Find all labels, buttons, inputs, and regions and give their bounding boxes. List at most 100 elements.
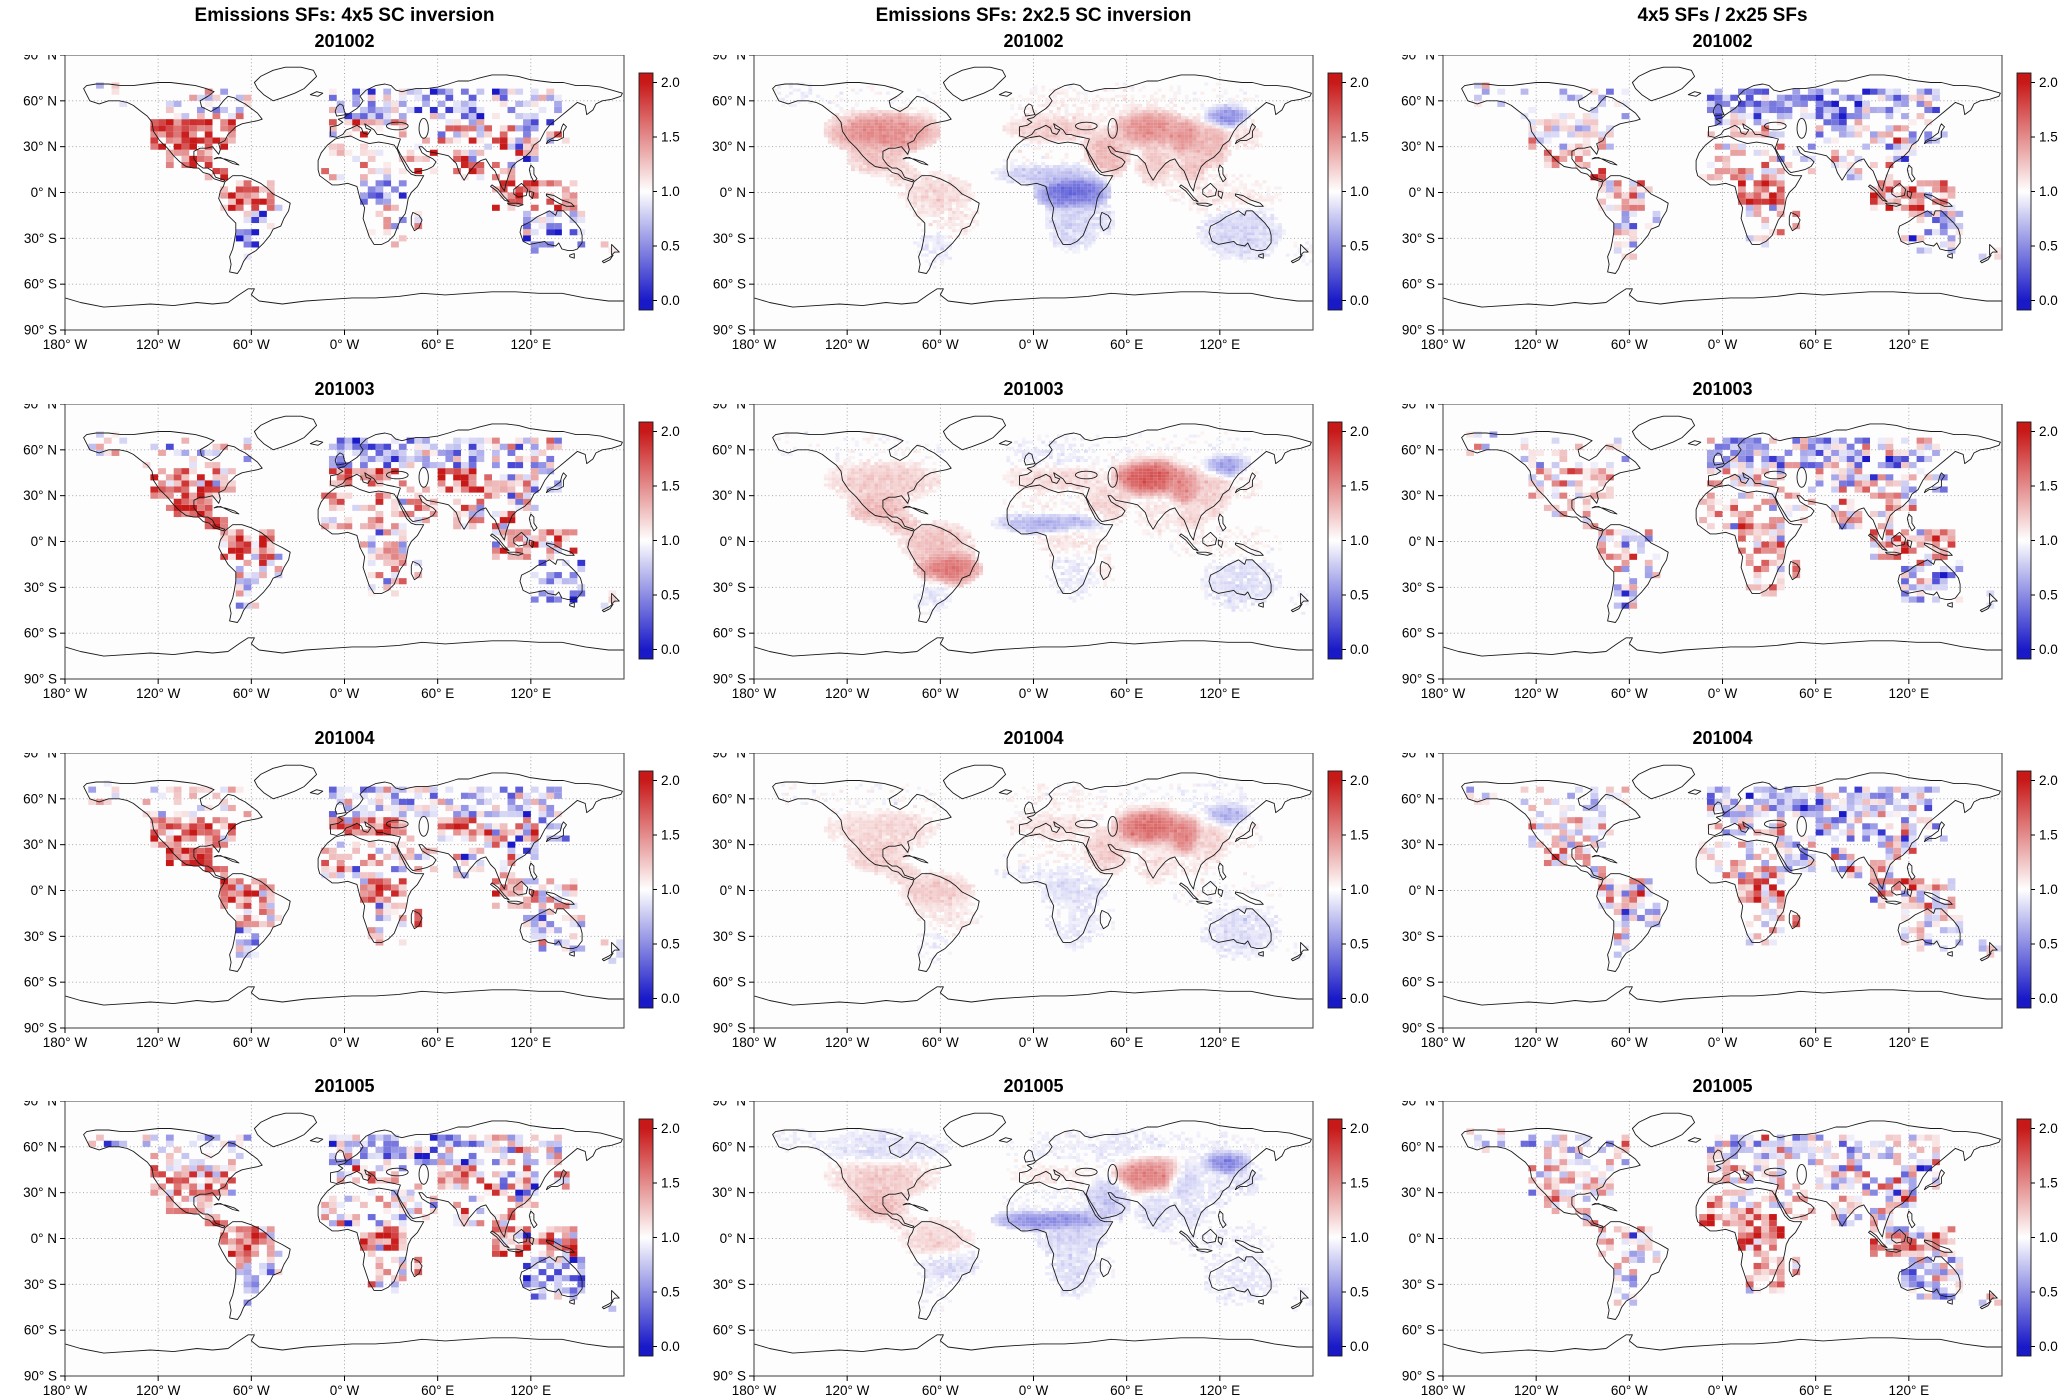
lat-tick-label: 90° N [1401, 55, 1435, 63]
colorbar-tick-label: 0.0 [2039, 642, 2058, 657]
lat-tick-label: 30° N [23, 488, 57, 503]
lat-tick-label: 60° S [713, 1323, 746, 1338]
lat-tick-label: 90° N [1401, 1101, 1435, 1109]
lon-tick-label: 60° W [233, 1383, 270, 1395]
coastlines [753, 764, 1313, 1006]
column-header: Emissions SFs: 2x2.5 SC inversion [875, 5, 1192, 26]
colorbar-tick-label: 1.0 [661, 1230, 680, 1245]
colorbar-tick-label: 1.0 [2039, 1230, 2058, 1245]
x-axis: 180° W 120° W 60° W 0° W 60° E 120° E [732, 678, 1240, 701]
lat-tick-label: 90° S [24, 671, 57, 686]
coastlines [1442, 415, 2002, 657]
world-map-plot: 180° W 120° W 60° W 0° W 60° E 120° E 90° N 60°… [712, 403, 1369, 701]
colorbar-tick-label: 0.0 [661, 293, 680, 308]
colorbar-tick-label: 0.0 [1350, 293, 1369, 308]
lon-tick-label: 120° E [1199, 1035, 1240, 1050]
lon-tick-label: 180° W [732, 1035, 777, 1050]
map-panel-r3c0: 201005 180° W 120° W 60° W 0° W 60° E 120° E 90… [0, 1046, 689, 1395]
lon-tick-label: 60° E [421, 1035, 454, 1050]
map-panel-r2c1: 201004 180° W 120° W 60° W 0° W 60° E 120° E 90… [689, 698, 1378, 1050]
map-panel-r1c2: 201003 180° W 120° W 60° W 0° W 60° E 120° E 90… [1378, 349, 2067, 701]
colorbar-tick-label: 1.0 [1350, 882, 1369, 897]
colorbar-tick-label: 1.5 [1350, 827, 1369, 842]
lat-tick-label: 30° S [24, 928, 57, 943]
lat-tick-label: 30° S [1402, 580, 1435, 595]
lat-tick-label: 90° S [713, 671, 746, 686]
x-axis: 180° W 120° W 60° W 0° W 60° E 120° E [732, 1376, 1240, 1395]
lon-tick-label: 120° W [136, 1383, 181, 1395]
lon-tick-label: 0° W [330, 1383, 360, 1395]
lat-tick-label: 0° N [31, 1231, 57, 1246]
caspian-sea-outline [1796, 1164, 1807, 1185]
x-axis: 180° W 120° W 60° W 0° W 60° E 120° E [43, 1376, 551, 1395]
panel-date-title: 201005 [1003, 1076, 1064, 1097]
lat-tick-label: 60° S [24, 974, 57, 989]
coastlines [64, 66, 624, 308]
lon-tick-label: 120° W [136, 337, 181, 352]
lat-tick-label: 60° S [1402, 1323, 1435, 1338]
lat-tick-label: 0° N [31, 185, 57, 200]
caspian-sea-outline [1107, 815, 1118, 837]
lat-tick-label: 90° N [712, 753, 746, 761]
colorbar-tick-label: 1.0 [661, 882, 680, 897]
lat-tick-label: 60° S [713, 974, 746, 989]
lat-tick-label: 60° N [712, 442, 746, 457]
colorbar: 2.0 1.5 1.0 0.5 0.0 [1327, 421, 1369, 660]
lat-tick-label: 60° N [23, 1140, 57, 1155]
colorbar-tick-label: 0.5 [2039, 1285, 2058, 1300]
lat-tick-label: 60° N [23, 442, 57, 457]
sf-cells-layer [773, 780, 1310, 964]
coastlines [753, 1113, 1313, 1354]
coastlines [64, 415, 624, 657]
lat-tick-label: 30° S [1402, 231, 1435, 246]
black-sea-outline [385, 1168, 409, 1177]
lat-tick-label: 60° N [712, 791, 746, 806]
map-panel-r3c2: 201005 180° W 120° W 60° W 0° W 60° E 120° E 90… [1378, 1046, 2067, 1395]
x-axis: 180° W 120° W 60° W 0° W 60° E 120° E [1421, 1376, 1929, 1395]
lat-tick-label: 30° S [713, 231, 746, 246]
colorbar: 2.0 1.5 1.0 0.5 0.0 [638, 1118, 680, 1357]
lon-tick-label: 0° W [1019, 1035, 1049, 1050]
lat-tick-label: 60° N [1401, 442, 1435, 457]
lat-tick-label: 60° S [24, 1323, 57, 1338]
lat-tick-label: 60° N [1401, 93, 1435, 108]
sf-cells-layer [88, 431, 617, 609]
world-map-plot: 180° W 120° W 60° W 0° W 60° E 120° E 90° N 60°… [712, 55, 1369, 352]
lon-tick-label: 120° E [1888, 1035, 1929, 1050]
y-axis: 90° N 60° N 30° N 0° N 30° S 60° S 90° S [712, 55, 754, 338]
sf-cells-layer [88, 1134, 617, 1313]
lon-tick-label: 120° E [1199, 337, 1240, 352]
world-map-plot: 180° W 120° W 60° W 0° W 60° E 120° E 90° N 60°… [1401, 55, 2058, 352]
map-panel-r2c0: 201004 180° W 120° W 60° W 0° W 60° E 120° E 90… [0, 698, 689, 1050]
lat-tick-label: 60° N [1401, 791, 1435, 806]
lat-tick-label: 30° S [713, 1277, 746, 1292]
caspian-sea-outline [1796, 466, 1807, 488]
lat-tick-label: 90° N [1401, 753, 1435, 761]
colorbar-tick-label: 0.0 [1350, 642, 1369, 657]
black-sea-outline [1763, 470, 1787, 480]
lat-tick-label: 30° S [713, 928, 746, 943]
lon-tick-label: 120° E [510, 337, 551, 352]
map-panel-r3c1: 201005 180° W 120° W 60° W 0° W 60° E 120° E 90… [689, 1046, 1378, 1395]
colorbar-tick-label: 1.5 [2039, 478, 2058, 493]
colorbar-tick-label: 2.0 [2039, 75, 2058, 90]
lon-tick-label: 120° W [825, 1383, 870, 1395]
lon-tick-label: 120° E [510, 1383, 551, 1395]
lon-tick-label: 180° W [43, 686, 88, 701]
lon-tick-label: 180° W [1421, 1035, 1466, 1050]
lat-tick-label: 0° N [1409, 1231, 1435, 1246]
colorbar-tick-label: 1.0 [1350, 533, 1369, 548]
colorbar-tick-label: 2.0 [1350, 75, 1369, 90]
lat-tick-label: 30° N [712, 139, 746, 154]
lon-tick-label: 120° E [1888, 686, 1929, 701]
lat-tick-label: 90° S [24, 323, 57, 338]
map-panel-r1c0: 201003 180° W 120° W 60° W 0° W 60° E 120° E 90… [0, 349, 689, 701]
lon-tick-label: 0° W [1708, 337, 1738, 352]
y-axis: 90° N 60° N 30° N 0° N 30° S 60° S 90° S [712, 403, 754, 686]
panel-date-title: 201005 [1692, 1076, 1753, 1097]
lat-tick-label: 0° N [31, 883, 57, 898]
colorbar: 2.0 1.5 1.0 0.5 0.0 [1327, 1118, 1369, 1357]
colorbar-tick-label: 2.0 [661, 1121, 680, 1136]
lon-tick-label: 60° E [1110, 686, 1143, 701]
